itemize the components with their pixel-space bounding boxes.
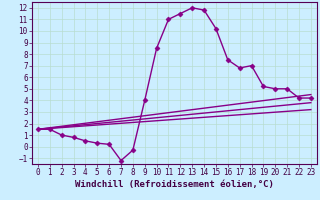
X-axis label: Windchill (Refroidissement éolien,°C): Windchill (Refroidissement éolien,°C): [75, 180, 274, 189]
